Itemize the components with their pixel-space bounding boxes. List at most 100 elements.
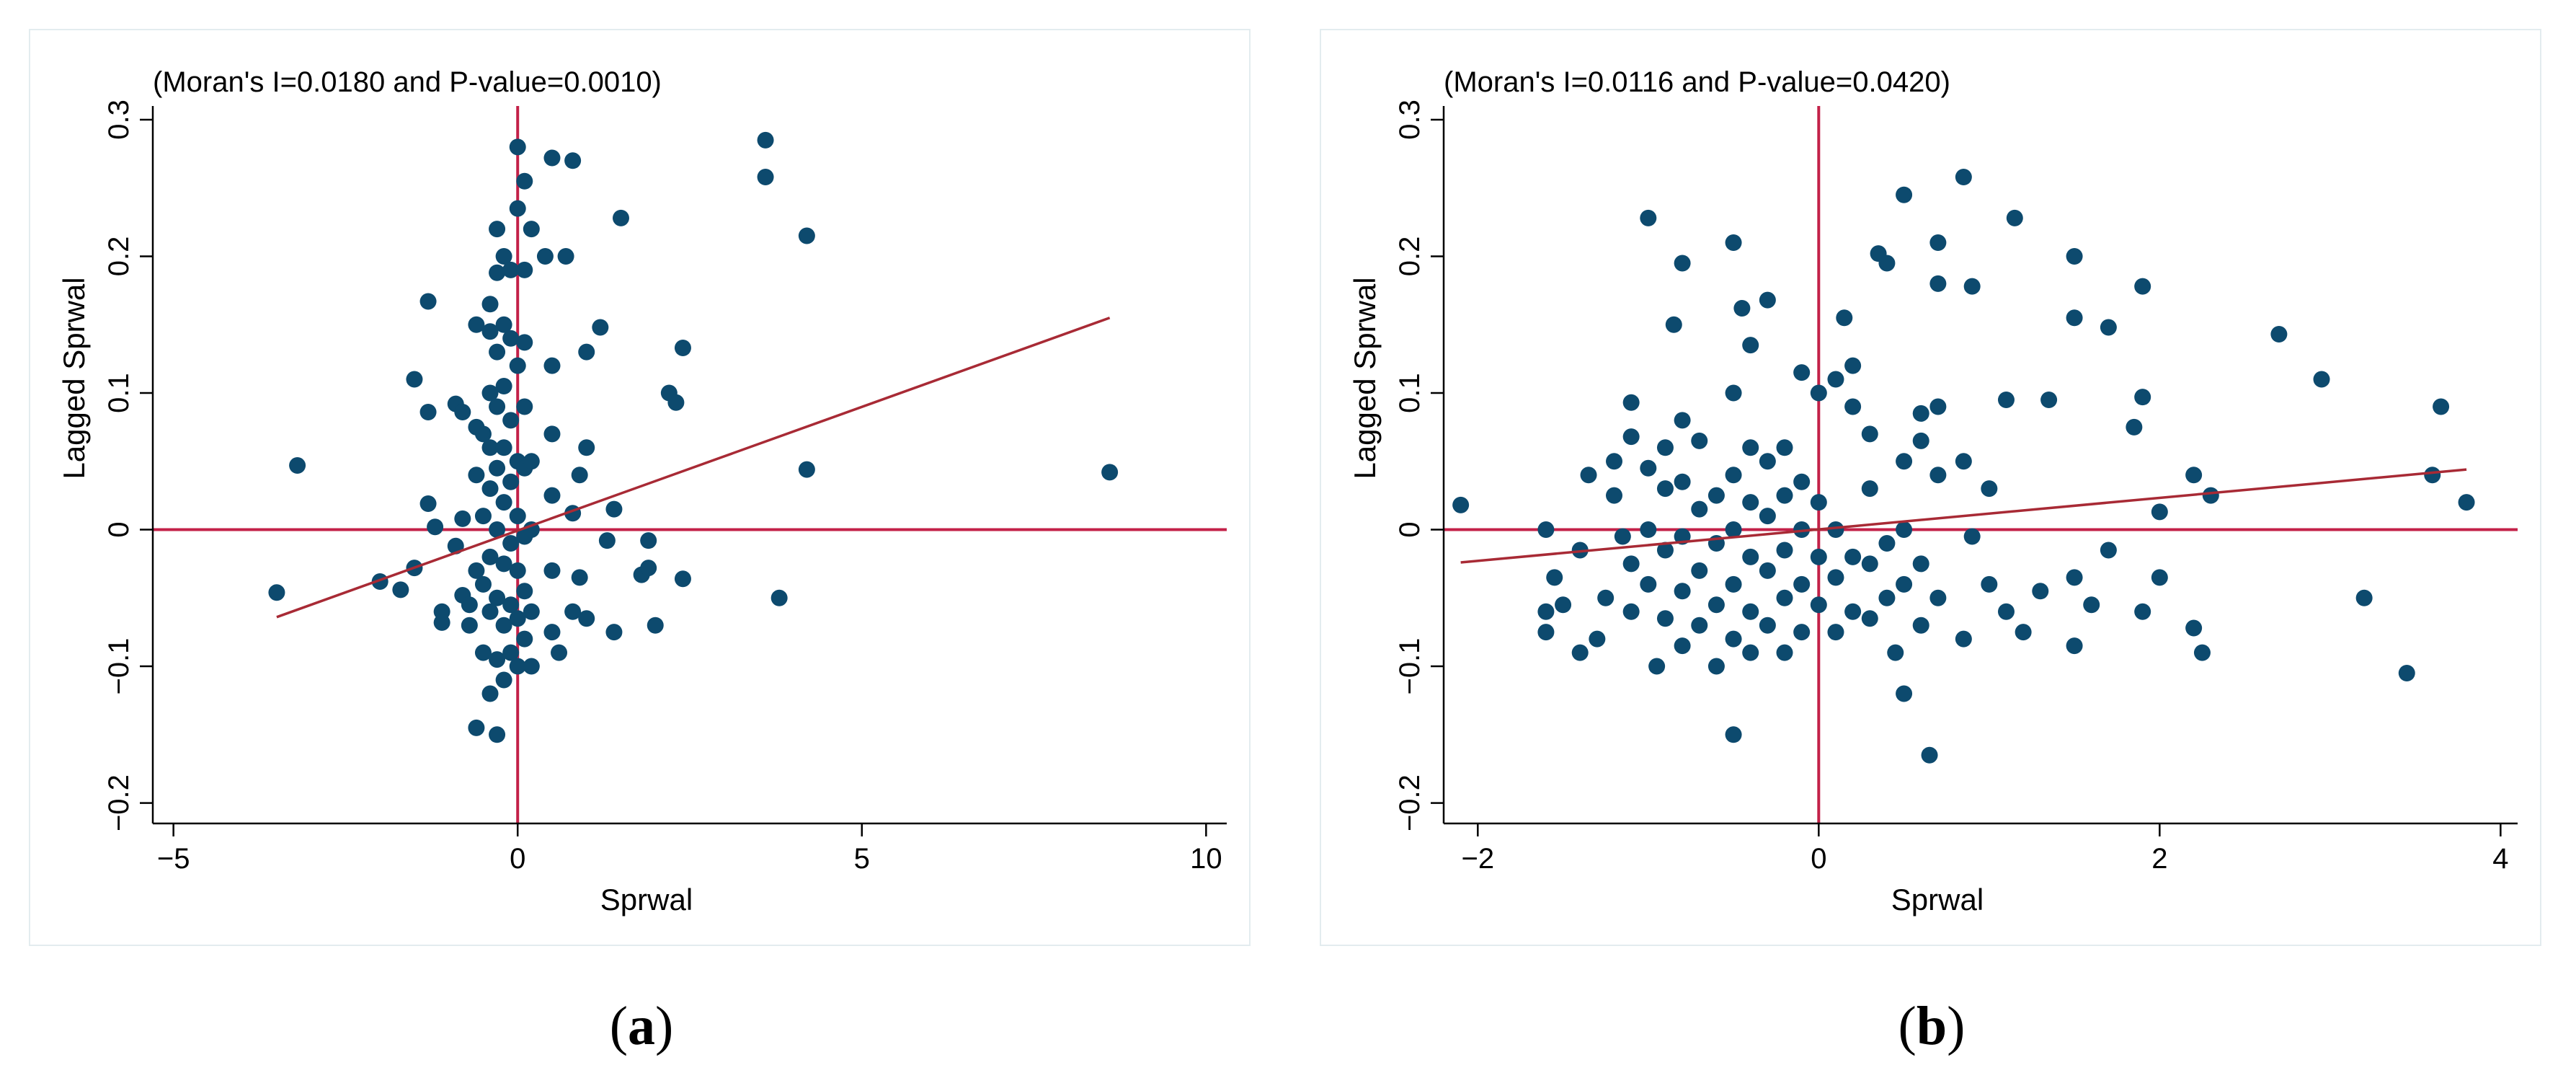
data-point xyxy=(598,532,616,549)
data-point xyxy=(2193,644,2211,661)
data-point xyxy=(495,671,512,689)
data-point xyxy=(489,521,506,539)
data-point xyxy=(1691,562,1708,579)
data-point xyxy=(1640,521,1657,539)
data-point xyxy=(1912,405,1929,422)
data-point xyxy=(1555,596,1572,614)
data-point xyxy=(509,138,526,156)
data-point xyxy=(1674,637,1691,655)
data-point xyxy=(1981,480,1998,498)
data-point xyxy=(1929,275,1947,292)
x-tick-label: 4 xyxy=(2492,843,2508,875)
data-point xyxy=(612,209,629,226)
data-point xyxy=(1674,412,1691,429)
data-point xyxy=(1929,234,1947,252)
data-point xyxy=(1725,384,1742,402)
data-point xyxy=(2355,589,2373,606)
data-point xyxy=(1955,169,1972,186)
data-point xyxy=(1827,371,1844,388)
data-point xyxy=(427,518,444,536)
y-tick-label: 0.1 xyxy=(1394,373,1426,413)
data-point xyxy=(2032,583,2049,600)
data-point xyxy=(1537,624,1555,641)
data-point xyxy=(1929,589,1947,606)
data-point xyxy=(392,581,409,598)
data-point xyxy=(2015,624,2032,641)
data-point xyxy=(605,500,623,518)
data-point xyxy=(1776,589,1793,606)
data-point xyxy=(2270,326,2288,343)
data-point xyxy=(1725,234,1742,252)
data-point xyxy=(571,569,588,586)
x-tick-label: −2 xyxy=(1461,843,1494,875)
data-point xyxy=(1759,562,1776,579)
data-point xyxy=(468,316,485,333)
data-point xyxy=(2066,247,2083,265)
data-point xyxy=(578,610,595,627)
data-point xyxy=(1656,610,1674,627)
data-point xyxy=(770,589,788,606)
data-point xyxy=(1793,575,1811,593)
data-point xyxy=(1793,364,1811,381)
data-point xyxy=(1955,453,1972,470)
data-point xyxy=(1912,555,1929,573)
panel-b: (Moran's I=0.0116 and P-value=0.0420) −2 0… xyxy=(1320,29,2541,946)
data-point xyxy=(2100,319,2117,336)
data-point xyxy=(474,425,492,443)
data-point xyxy=(489,651,506,668)
data-point xyxy=(481,548,499,565)
data-point xyxy=(1725,726,1742,743)
scatter-chart-b: (Moran's I=0.0116 and P-value=0.0420) −2 0… xyxy=(1348,66,2518,916)
data-point xyxy=(1912,617,1929,634)
data-point xyxy=(1674,473,1691,490)
data-point xyxy=(551,644,568,661)
y-tick-label: 0.3 xyxy=(103,100,135,140)
data-point xyxy=(1707,596,1725,614)
data-point xyxy=(1606,487,1623,504)
data-point xyxy=(481,384,499,402)
chart-title: (Moran's I=0.0116 and P-value=0.0420) xyxy=(1444,66,1950,98)
data-point xyxy=(2006,209,2023,226)
data-point xyxy=(543,149,561,167)
data-point xyxy=(1759,291,1776,309)
data-point xyxy=(1810,384,1827,402)
data-point xyxy=(647,617,664,634)
data-point xyxy=(667,394,685,411)
data-point xyxy=(1648,658,1666,675)
data-point xyxy=(1656,480,1674,498)
data-point xyxy=(419,404,437,421)
data-point xyxy=(1742,439,1759,456)
data-point xyxy=(1844,548,1862,565)
data-point xyxy=(1656,439,1674,456)
data-point xyxy=(489,264,506,281)
data-point xyxy=(1878,534,1896,552)
data-point xyxy=(2066,569,2083,586)
data-point xyxy=(1101,464,1119,481)
data-point xyxy=(757,169,774,186)
data-point xyxy=(2433,398,2450,415)
y-tick-label: 0.3 xyxy=(1394,100,1426,140)
data-point xyxy=(2151,503,2168,521)
data-point xyxy=(509,200,526,217)
data-point xyxy=(516,261,533,278)
data-point xyxy=(1725,630,1742,648)
data-point xyxy=(543,487,561,504)
data-point xyxy=(461,617,478,634)
data-point xyxy=(509,610,526,627)
data-point xyxy=(1589,630,1606,648)
data-point xyxy=(502,596,520,614)
data-point xyxy=(2458,494,2475,511)
data-point xyxy=(1640,459,1657,477)
data-point xyxy=(564,152,582,169)
data-point xyxy=(516,172,533,190)
y-tick-label: 0.1 xyxy=(103,373,135,413)
data-point xyxy=(2100,542,2117,559)
data-point xyxy=(481,296,499,313)
data-point xyxy=(1742,603,1759,620)
y-axis-title: Lagged Sprwal xyxy=(57,277,91,479)
data-point xyxy=(468,562,485,579)
scatter-chart-a: (Moran's I=0.0180 and P-value=0.0010) −5 0… xyxy=(57,66,1227,916)
data-point xyxy=(474,508,492,525)
data-point xyxy=(1955,630,1972,648)
data-point xyxy=(1896,521,1913,539)
